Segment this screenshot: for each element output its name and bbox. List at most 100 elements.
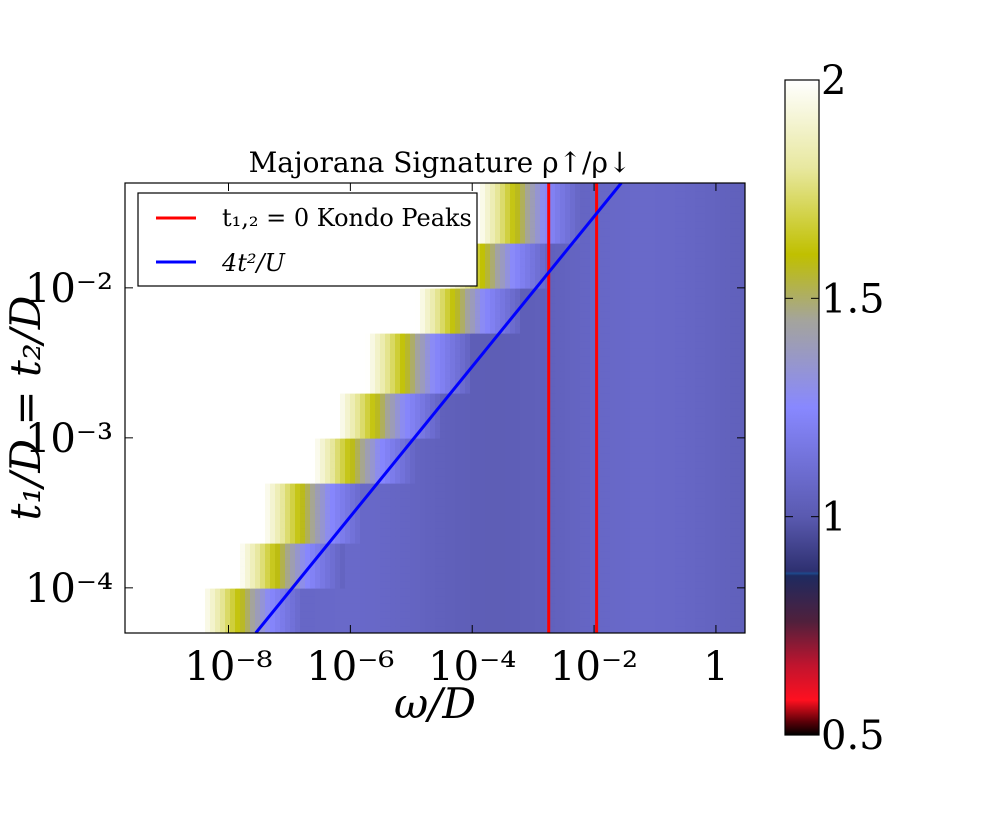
heatmap-cell — [530, 460, 536, 469]
heatmap-cell — [325, 385, 331, 394]
heatmap-cell — [200, 325, 206, 334]
heatmap-cell — [210, 445, 216, 454]
heatmap-cell — [395, 595, 401, 604]
heatmap-cell — [440, 430, 446, 439]
heatmap-cell — [205, 423, 211, 432]
heatmap-cell — [500, 460, 506, 469]
heatmap-cell — [575, 475, 581, 484]
heatmap-cell — [650, 543, 656, 552]
heatmap-cell — [680, 333, 686, 342]
heatmap-cell — [670, 468, 676, 477]
heatmap-cell — [635, 558, 641, 567]
heatmap-cell — [550, 580, 556, 589]
heatmap-cell — [570, 528, 576, 537]
heatmap-cell — [650, 618, 656, 627]
heatmap-cell — [235, 475, 241, 484]
heatmap-cell — [155, 370, 161, 379]
heatmap-cell — [615, 378, 621, 387]
heatmap-cell — [300, 415, 306, 424]
heatmap-cell — [575, 573, 581, 582]
heatmap-cell — [685, 415, 691, 424]
heatmap-cell — [270, 460, 276, 469]
heatmap-cell — [370, 385, 376, 394]
heatmap-cell — [710, 468, 716, 477]
heatmap-cell — [240, 565, 246, 574]
heatmap-cell — [165, 348, 171, 357]
heatmap-cell — [205, 445, 211, 454]
heatmap-cell — [190, 543, 196, 552]
heatmap-cell — [380, 408, 386, 417]
heatmap-cell — [330, 385, 336, 394]
heatmap-cell — [505, 550, 511, 559]
heatmap-cell — [285, 408, 291, 417]
heatmap-cell — [710, 378, 716, 387]
heatmap-cell — [565, 355, 571, 364]
heatmap-cell — [630, 535, 636, 544]
heatmap-cell — [630, 550, 636, 559]
heatmap-cell — [270, 520, 276, 529]
heatmap-cell — [430, 423, 436, 432]
heatmap-cell — [215, 355, 221, 364]
heatmap-cell — [575, 468, 581, 477]
heatmap-cell — [445, 550, 451, 559]
heatmap-cell — [190, 528, 196, 537]
heatmap-cell — [495, 528, 501, 537]
heatmap-cell — [155, 520, 161, 529]
heatmap-cell — [165, 498, 171, 507]
heatmap-cell — [710, 543, 716, 552]
heatmap-cell — [230, 513, 236, 522]
heatmap-cell — [255, 565, 261, 574]
heatmap-cell — [150, 385, 156, 394]
heatmap-cell — [315, 400, 321, 409]
heatmap-cell — [215, 505, 221, 514]
heatmap-cell — [535, 625, 541, 633]
heatmap-cell — [160, 378, 166, 387]
heatmap-cell — [355, 610, 361, 619]
heatmap-cell — [555, 535, 561, 544]
heatmap-cell — [700, 558, 706, 567]
heatmap-cell — [640, 610, 646, 619]
heatmap-cell — [630, 333, 636, 342]
heatmap-cell — [500, 415, 506, 424]
heatmap-cell — [300, 423, 306, 432]
heatmap-cell — [130, 573, 136, 582]
heatmap-cell — [635, 513, 641, 522]
heatmap-cell — [295, 588, 301, 597]
heatmap-cell — [270, 558, 276, 567]
heatmap-cell — [550, 475, 556, 484]
heatmap-cell — [315, 505, 321, 514]
heatmap-cell — [330, 513, 336, 522]
heatmap-cell — [315, 430, 321, 439]
heatmap-cell — [190, 438, 196, 447]
heatmap-cell — [280, 438, 286, 447]
heatmap-cell — [675, 453, 681, 462]
heatmap-cell — [690, 408, 696, 417]
heatmap-cell — [300, 400, 306, 409]
heatmap-cell — [735, 385, 741, 394]
heatmap-cell — [580, 475, 586, 484]
heatmap-cell — [430, 550, 436, 559]
heatmap-cell — [350, 520, 356, 529]
heatmap-cell — [605, 355, 611, 364]
heatmap-cell — [610, 618, 616, 627]
heatmap-cell — [265, 625, 271, 633]
heatmap-cell — [575, 580, 581, 589]
heatmap-cell — [470, 408, 476, 417]
heatmap-cell — [230, 393, 236, 402]
heatmap-cell — [485, 505, 491, 514]
heatmap-cell — [220, 603, 226, 612]
heatmap-cell — [385, 363, 391, 372]
heatmap-cell — [460, 483, 466, 492]
heatmap-cell — [375, 498, 381, 507]
heatmap-cell — [575, 558, 581, 567]
heatmap-cell — [590, 393, 596, 402]
heatmap-cell — [495, 475, 501, 484]
heatmap-cell — [515, 498, 521, 507]
heatmap-cell — [425, 573, 431, 582]
heatmap-cell — [575, 423, 581, 432]
heatmap-cell — [320, 408, 326, 417]
heatmap-cell — [685, 423, 691, 432]
heatmap-cell — [250, 333, 256, 342]
heatmap-cell — [670, 400, 676, 409]
heatmap-cell — [130, 490, 136, 499]
